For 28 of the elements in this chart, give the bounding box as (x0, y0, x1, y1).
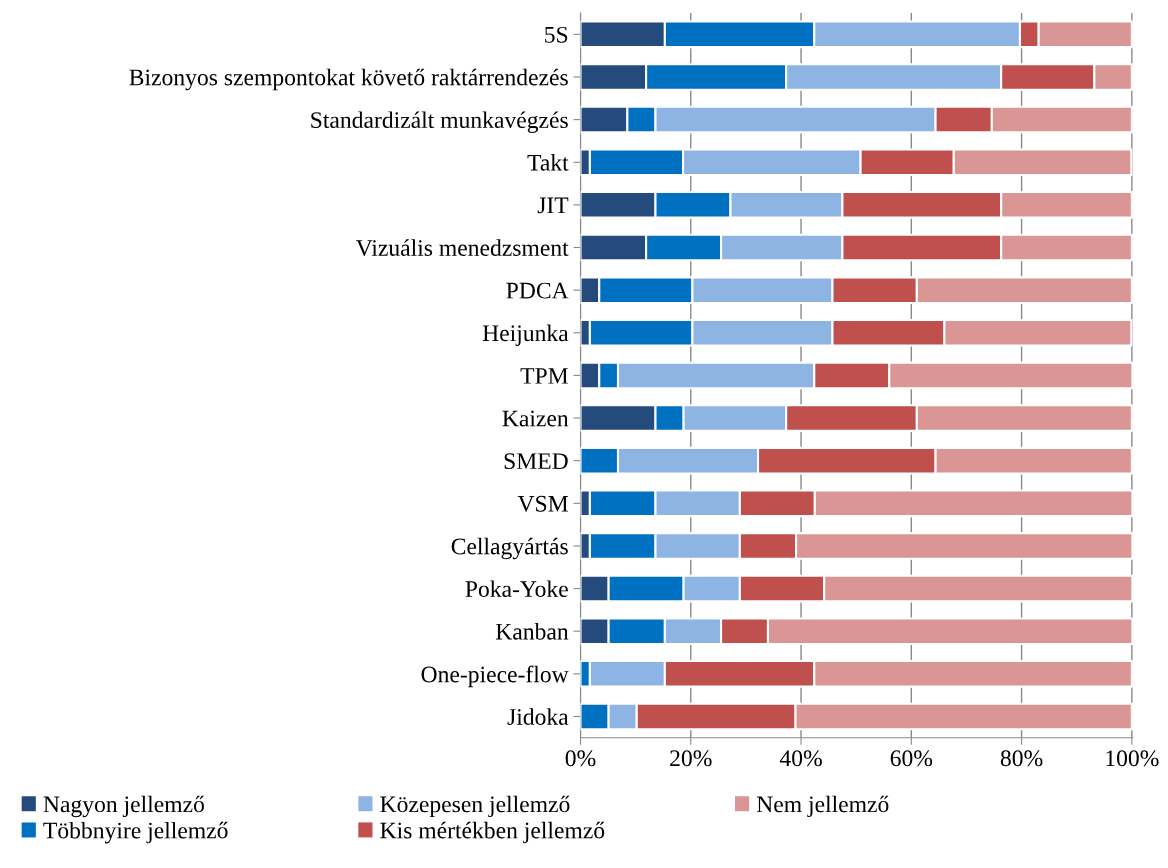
x-tick-label: 60% (890, 750, 933, 767)
y-tick-label: Poka-Yoke (465, 580, 568, 598)
x-tick-label: 40% (779, 750, 822, 767)
y-tick-label: SMED (504, 453, 568, 470)
y-tick-label: One-piece-flow (421, 665, 569, 688)
y-tick-label: Kaizen (502, 410, 569, 427)
x-tick-label: 100% (1106, 750, 1159, 767)
y-tick-label: Heijunka (482, 324, 569, 346)
legend-label: Kis mértékben jellemző (380, 821, 605, 844)
y-tick-label: Bizonyos szempontokat követő raktárrendezés (129, 68, 568, 91)
y-tick-label: JIT (537, 197, 569, 214)
y-tick-label: 5S (545, 26, 568, 43)
y-tick-label: Cellagyártás (451, 537, 568, 560)
y-tick-label: Takt (527, 154, 569, 171)
y-tick-label: Kanban (495, 623, 569, 640)
y-tick-label: Standardizált munkavégzés (311, 111, 568, 133)
y-tick-label: Vizuális menedzsment (355, 239, 569, 257)
y-tick-label: VSM (517, 495, 568, 512)
y-tick-label: TPM (520, 368, 568, 384)
x-tick-label: 80% (1000, 750, 1043, 767)
legend-label: Többnyire jellemző (43, 821, 228, 844)
y-tick-label: PDCA (506, 282, 569, 299)
x-tick-label: 0% (565, 750, 596, 767)
y-tick-label: Jidoka (507, 708, 569, 725)
legend-label: Közepesen jellemző (380, 795, 570, 818)
legend-label: Nagyon jellemző (43, 795, 204, 818)
legend-label: Nem jellemző (756, 795, 889, 818)
x-tick-label: 20% (670, 750, 712, 767)
